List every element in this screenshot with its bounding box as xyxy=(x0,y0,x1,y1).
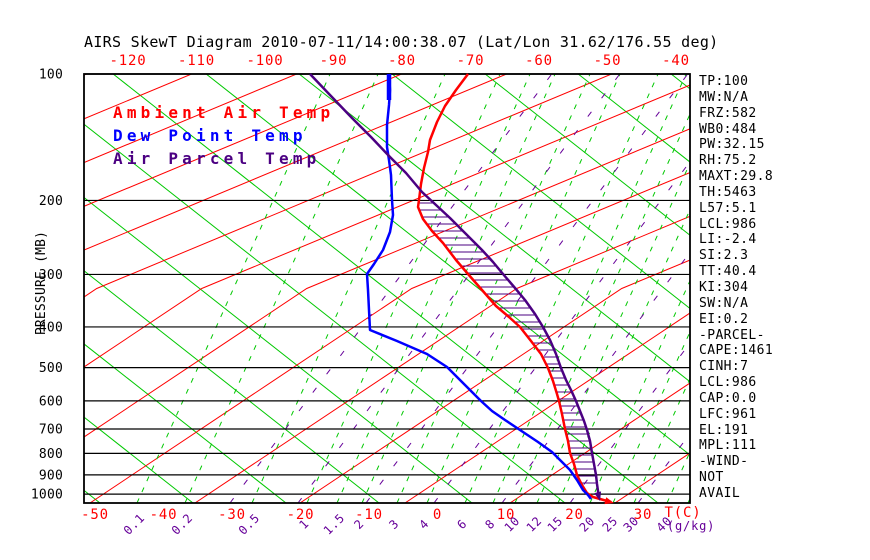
top-temp-axis-labels: -120 -110 -100 -90 -80 -70 -60 -50 -40 xyxy=(110,53,690,69)
svg-text:3: 3 xyxy=(386,516,402,532)
legend-item-ambient-air-temp: Ambient Air Temp xyxy=(113,103,335,122)
stat-line: RH:75.2 xyxy=(699,153,757,169)
svg-text:-10: -10 xyxy=(355,507,383,523)
stat-line: MPL:111 xyxy=(699,438,757,454)
stat-line: NOT xyxy=(699,470,724,486)
stat-line: EI:0.2 xyxy=(699,311,749,327)
svg-text:-40: -40 xyxy=(150,507,178,523)
svg-text:-60: -60 xyxy=(525,53,553,69)
svg-text:(g/kg): (g/kg) xyxy=(667,519,715,533)
stat-line: LI:-2.4 xyxy=(699,232,757,248)
stat-line: SW:N/A xyxy=(699,295,749,311)
svg-text:-110: -110 xyxy=(178,53,215,69)
mixing-ratio-axis-labels: 0.1 0.2 0.5 1 1.5 2 3 4 6 8 10 12 15 20 25 30 40(g/kg) xyxy=(121,511,715,538)
chart-title: AIRS SkewT Diagram 2010-07-11/14:00:38.0… xyxy=(84,33,719,51)
stat-line: CAP:0.0 xyxy=(699,390,757,406)
parcel-curve-arrowhead xyxy=(594,491,602,501)
dewpoint-temp-curve xyxy=(365,73,592,500)
stat-line: TH:5463 xyxy=(699,184,757,200)
parcel-temp-curve xyxy=(309,73,601,499)
svg-text:10: 10 xyxy=(497,507,515,523)
stat-line: PW:32.15 xyxy=(699,137,765,153)
stat-line: LFC:961 xyxy=(699,406,757,422)
stat-line: TT:40.4 xyxy=(699,264,757,280)
svg-text:6: 6 xyxy=(454,516,470,532)
svg-text:PRESSURE (MB): PRESSURE (MB) xyxy=(34,231,49,335)
svg-text:-80: -80 xyxy=(388,53,416,69)
svg-text:-50: -50 xyxy=(81,507,109,523)
stat-line: TP:100 xyxy=(699,74,749,89)
svg-text:-70: -70 xyxy=(457,53,485,69)
chart-legend: Ambient Air Temp Dew Point Temp Air Parcel… xyxy=(113,101,334,170)
svg-text:200: 200 xyxy=(39,194,63,209)
svg-text:800: 800 xyxy=(39,447,63,462)
background-gridlines xyxy=(84,74,690,503)
svg-text:0.1: 0.1 xyxy=(121,511,148,538)
svg-text:0: 0 xyxy=(433,507,442,523)
svg-text:-20: -20 xyxy=(287,507,315,523)
stat-line: L57:5.1 xyxy=(699,200,757,216)
svg-text:-100: -100 xyxy=(247,53,284,69)
stat-line: CAPE:1461 xyxy=(699,343,774,359)
skewed-isotherm-gridlines xyxy=(84,74,690,503)
ambient-temp-curve xyxy=(416,73,612,504)
stat-line: MAXT:29.8 xyxy=(699,169,774,185)
stat-line: CINH:7 xyxy=(699,359,749,375)
stat-line: FRZ:582 xyxy=(699,105,757,121)
svg-text:T(C): T(C) xyxy=(665,505,702,521)
stat-line: -WIND- xyxy=(699,454,749,470)
svg-text:400: 400 xyxy=(39,320,63,335)
svg-text:700: 700 xyxy=(39,423,63,438)
stat-line: KI:304 xyxy=(699,279,749,295)
stat-line: -PARCEL- xyxy=(699,327,765,343)
cape-hatch-area xyxy=(419,202,596,484)
svg-text:20: 20 xyxy=(565,507,583,523)
stat-line: MW:N/A xyxy=(699,89,749,105)
svg-text:8: 8 xyxy=(482,516,498,532)
stat-line: LCL:986 xyxy=(699,375,757,391)
svg-text:300: 300 xyxy=(39,268,63,283)
svg-text:-50: -50 xyxy=(594,53,622,69)
svg-text:-120: -120 xyxy=(110,53,147,69)
ambient-curve-arrowhead xyxy=(604,497,614,505)
svg-text:12: 12 xyxy=(524,514,545,535)
svg-text:600: 600 xyxy=(39,394,63,409)
stat-line: SI:2.3 xyxy=(699,248,749,264)
svg-text:15: 15 xyxy=(545,514,566,535)
stat-line: EL:191 xyxy=(699,422,749,438)
svg-text:1000: 1000 xyxy=(31,488,63,503)
legend-item-air-parcel-temp: Air Parcel Temp xyxy=(113,149,321,168)
svg-text:25: 25 xyxy=(600,514,621,535)
svg-text:30: 30 xyxy=(634,507,652,523)
stat-line: AVAIL xyxy=(699,485,741,501)
legend-item-dew-point-temp: Dew Point Temp xyxy=(113,126,307,145)
svg-text:-30: -30 xyxy=(218,507,246,523)
bottom-temp-axis-labels: -50 -40 -30 -20 -10 0 10 20 30 T(C) xyxy=(81,505,701,523)
svg-text:500: 500 xyxy=(39,361,63,376)
pressure-axis-labels: 100 200 300 400 500 600 700 800 900 1000 PRESSURE … xyxy=(31,68,63,503)
svg-text:4: 4 xyxy=(416,516,432,532)
svg-text:100: 100 xyxy=(39,68,63,83)
svg-text:1.5: 1.5 xyxy=(321,511,348,538)
svg-text:-40: -40 xyxy=(662,53,690,69)
svg-text:900: 900 xyxy=(39,468,63,483)
stat-line: LCL:986 xyxy=(699,216,757,232)
stat-line: WB0:484 xyxy=(699,121,757,137)
stats-panel: TP:100 MW:N/A FRZ:582 WB0:484 PW:32.15 RH:75.… xyxy=(699,74,773,502)
dry-adiabat-gridlines xyxy=(84,74,690,503)
svg-text:-90: -90 xyxy=(320,53,348,69)
